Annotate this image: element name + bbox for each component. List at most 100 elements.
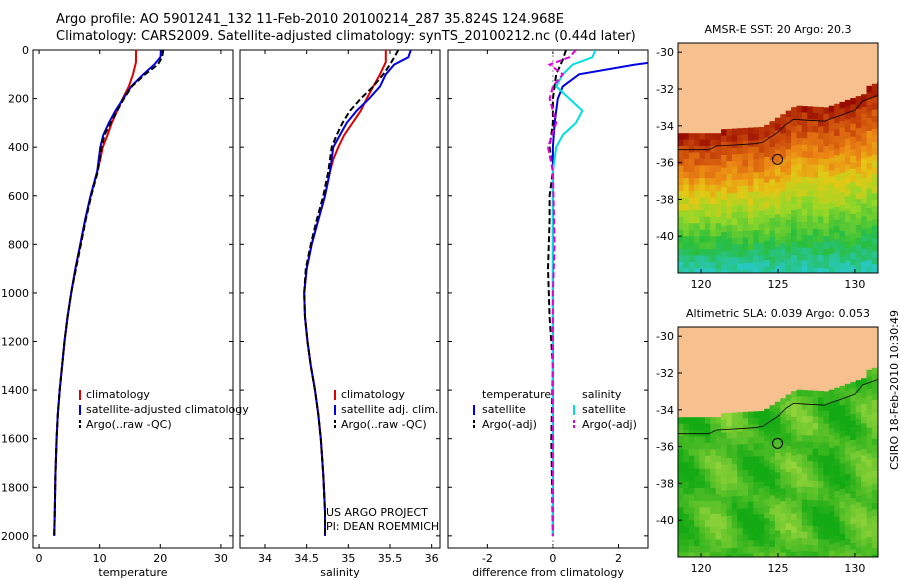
ocean-cell bbox=[796, 518, 803, 526]
ocean-cell bbox=[828, 454, 835, 462]
ocean-cell bbox=[855, 166, 862, 174]
ocean-cell bbox=[828, 163, 835, 171]
ocean-cell bbox=[748, 179, 754, 187]
ocean-cell bbox=[758, 514, 765, 521]
ocean-cell bbox=[807, 138, 814, 146]
ocean-cell bbox=[866, 98, 873, 106]
ocean-cell bbox=[774, 479, 781, 486]
ocean-cell bbox=[769, 534, 776, 541]
ocean-cell bbox=[807, 151, 814, 159]
ocean-cell bbox=[871, 380, 878, 388]
ocean-cell bbox=[823, 152, 830, 160]
ocean-cell bbox=[871, 470, 878, 478]
ocean-cell bbox=[861, 449, 868, 456]
ocean-cell bbox=[871, 367, 878, 375]
ocean-cell bbox=[834, 484, 841, 492]
ocean-cell bbox=[801, 409, 808, 417]
ocean-cell bbox=[871, 374, 878, 382]
ocean-cell bbox=[871, 387, 878, 395]
ocean-cell bbox=[683, 184, 690, 192]
ocean-cell bbox=[861, 107, 868, 114]
ocean-cell bbox=[844, 112, 851, 120]
ocean-cell bbox=[699, 533, 706, 541]
ocean-cell bbox=[785, 459, 792, 466]
ocean-cell bbox=[818, 126, 824, 134]
ocean-cell bbox=[855, 380, 862, 388]
ocean-cell bbox=[764, 524, 771, 532]
ocean-cell bbox=[683, 223, 690, 231]
ocean-cell bbox=[699, 165, 706, 173]
ocean-cell bbox=[710, 268, 717, 273]
ocean-cell bbox=[721, 542, 728, 549]
ocean-cell bbox=[828, 266, 835, 273]
ocean-cell bbox=[839, 508, 846, 516]
ocean-cell bbox=[828, 467, 835, 474]
ocean-cell bbox=[704, 481, 711, 489]
ocean-cell bbox=[807, 157, 814, 165]
ocean-cell bbox=[678, 249, 684, 257]
ocean-cell bbox=[688, 242, 695, 250]
ocean-cell bbox=[818, 513, 824, 521]
ocean-cell bbox=[721, 535, 728, 543]
ocean-cell bbox=[872, 277, 878, 284]
ocean-cell bbox=[844, 454, 851, 462]
ocean-cell bbox=[742, 508, 749, 516]
ocean-cell bbox=[769, 230, 776, 238]
ocean-cell bbox=[818, 158, 824, 166]
ocean-cell bbox=[785, 452, 792, 460]
ocean-cell bbox=[791, 449, 798, 456]
ocean-cell bbox=[807, 474, 814, 482]
ocean-cell bbox=[807, 435, 814, 443]
ocean-cell bbox=[871, 251, 878, 259]
ocean-cell bbox=[748, 527, 754, 535]
ocean-cell bbox=[791, 152, 798, 160]
ocean-cell bbox=[866, 118, 873, 125]
ocean-cell bbox=[769, 546, 776, 554]
ocean-cell bbox=[742, 495, 749, 503]
ocean-cell bbox=[844, 441, 851, 449]
ocean-cell bbox=[731, 193, 738, 200]
ocean-cell bbox=[716, 275, 722, 282]
ocean-cell bbox=[715, 513, 722, 521]
ocean-cell bbox=[812, 242, 819, 249]
ocean-cell bbox=[828, 518, 835, 526]
ocean-cell bbox=[764, 505, 771, 513]
ocean-cell bbox=[694, 249, 701, 257]
ocean-cell bbox=[866, 182, 873, 190]
ocean-cell bbox=[855, 134, 862, 142]
ocean-cell bbox=[683, 520, 690, 528]
ocean-cell bbox=[737, 257, 744, 264]
ocean-cell bbox=[726, 251, 733, 259]
ocean-cell bbox=[850, 220, 857, 228]
ocean-cell bbox=[834, 110, 841, 118]
ocean-cell bbox=[818, 203, 824, 211]
ocean-cell bbox=[812, 422, 819, 430]
ocean-cell bbox=[796, 512, 803, 520]
ocean-cell bbox=[710, 449, 717, 457]
ocean-cell bbox=[801, 538, 808, 546]
ocean-cell bbox=[688, 152, 695, 160]
ocean-cell bbox=[812, 416, 819, 424]
ocean-cell bbox=[742, 256, 749, 264]
ocean-cell bbox=[855, 141, 862, 149]
ocean-cell bbox=[823, 442, 830, 450]
map-field bbox=[678, 327, 878, 557]
ocean-cell bbox=[834, 458, 841, 466]
ocean-cell bbox=[774, 201, 781, 209]
ocean-cell bbox=[844, 164, 851, 172]
ocean-cell bbox=[861, 410, 868, 418]
ocean-cell bbox=[764, 453, 771, 461]
ocean-cell bbox=[710, 468, 717, 476]
ocean-cell bbox=[726, 167, 733, 175]
ocean-cell bbox=[855, 502, 862, 510]
ocean-cell bbox=[764, 260, 771, 267]
ocean-cell bbox=[871, 148, 878, 156]
ocean-cell bbox=[796, 189, 803, 197]
ocean-cell bbox=[796, 195, 803, 203]
ocean-cell bbox=[866, 543, 873, 551]
ocean-cell bbox=[769, 185, 776, 193]
ocean-cell bbox=[774, 427, 781, 435]
ocean-cell bbox=[758, 462, 765, 470]
ocean-cell bbox=[748, 256, 754, 264]
ocean-cell bbox=[694, 255, 701, 263]
